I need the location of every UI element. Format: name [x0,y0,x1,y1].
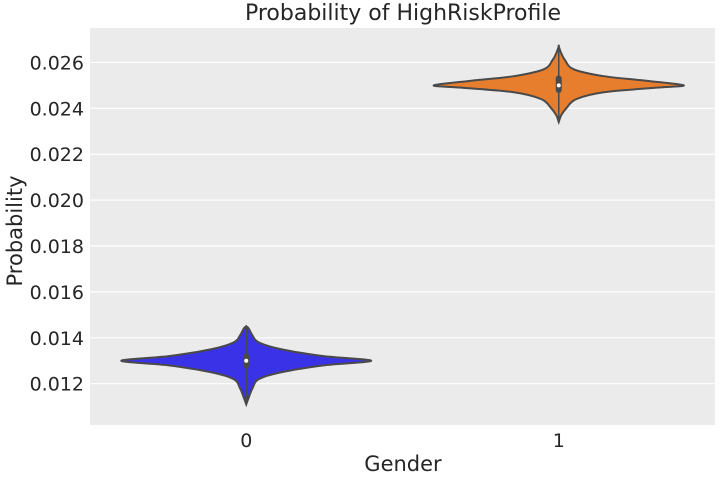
y-axis-label: Probability [3,175,27,286]
y-tick-label: 0.014 [30,328,84,350]
x-tick-label: 1 [553,430,565,452]
y-tick-label: 0.020 [30,190,84,212]
y-tick-label: 0.024 [30,98,84,120]
violins [120,44,685,408]
y-tick-label: 0.012 [30,374,84,396]
y-tick-labels: 0.012 0.014 0.016 0.018 0.020 0.022 0.024 0.026 [30,52,84,395]
y-tick-label: 0.026 [30,52,84,74]
violin-median-point [244,358,249,363]
grid-lines [90,61,715,385]
y-tick-label: 0.016 [30,282,84,304]
x-axis-label: Gender [364,452,442,476]
violin-median-point [556,83,561,88]
x-tick-label: 0 [240,430,252,452]
y-tick-label: 0.018 [30,236,84,258]
y-tick-label: 0.022 [30,144,84,166]
chart-title: Probability of HighRiskProfile [245,1,561,26]
